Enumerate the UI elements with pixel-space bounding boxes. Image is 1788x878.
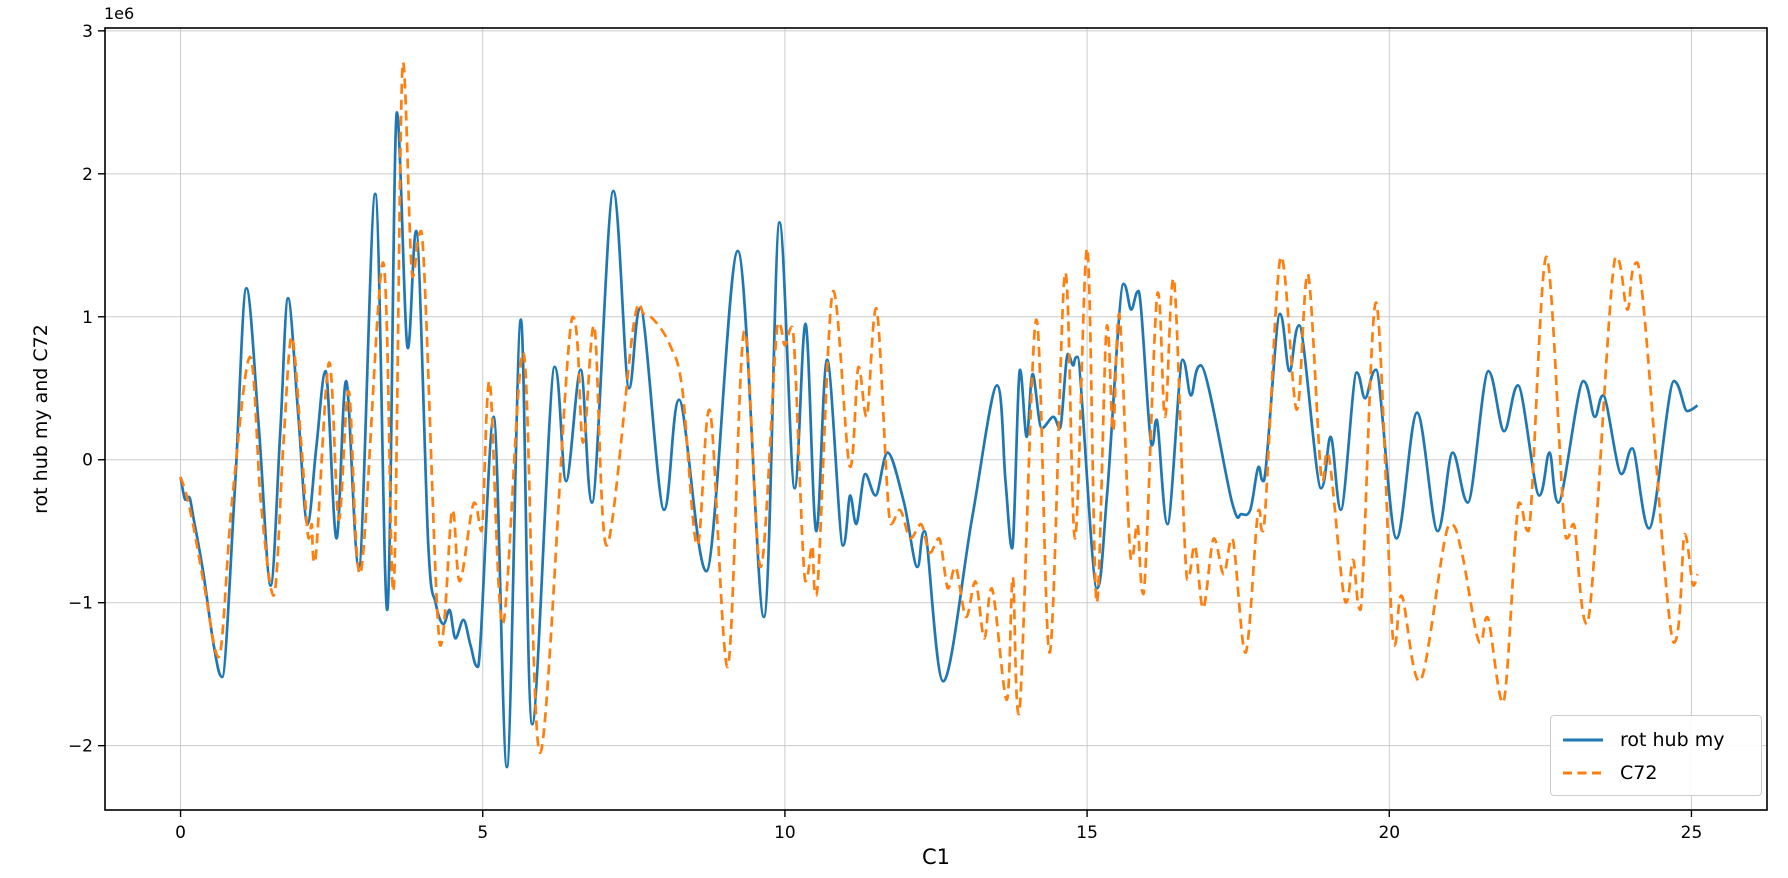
series-c72-line [179,60,1699,755]
legend-line-dashed-icon [1563,771,1603,775]
x-tick-label: 10 [774,823,796,843]
tick-labels: 0 5 10 15 20 25 −2 −1 0 1 2 3 [68,22,1702,843]
x-axis-label: C1 [921,845,951,869]
y-axis-label: rot hub my and C72 [30,324,52,514]
y-tick-label: 1 [82,308,93,328]
x-tick-label: 20 [1378,823,1400,843]
ticks [98,30,1693,817]
x-tick-label: 15 [1076,823,1098,843]
legend-line-solid-icon [1563,738,1603,742]
y-tick-label: −1 [68,594,93,614]
legend-label: C72 [1620,761,1658,784]
x-tick-label: 25 [1681,823,1703,843]
y-tick-label: 3 [82,22,93,42]
y-tick-label: 0 [82,451,93,471]
legend: rot hub my C72 [1550,715,1762,796]
y-tick-label: 2 [82,165,93,185]
series-rot-hub-my-line [179,110,1699,769]
legend-label: rot hub my [1620,729,1725,752]
axes-spines [104,27,1768,811]
y-tick-label: −2 [68,737,93,757]
grid [105,28,1767,810]
x-tick-label: 0 [175,823,186,843]
legend-item-c72: C72 [1562,757,1749,790]
legend-item-rot-hub-my: rot hub my [1562,724,1749,757]
series-group [179,60,1699,769]
x-tick-label: 5 [477,823,488,843]
y-axis-offset-label: 1e6 [104,4,135,23]
